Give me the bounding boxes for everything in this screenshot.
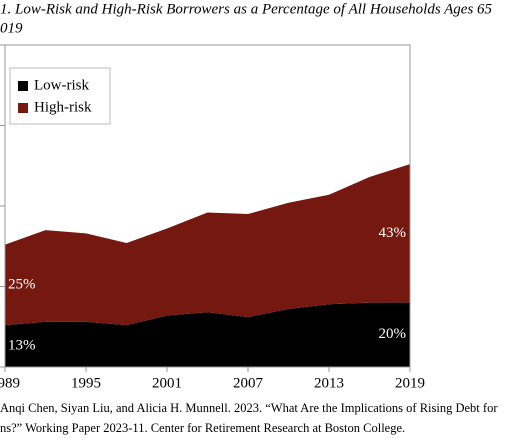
legend-box: [9, 67, 111, 125]
title-line: 1. Low-Risk and High-Risk Borrowers as a…: [0, 1, 493, 17]
title-line: 019: [0, 20, 23, 36]
legend-label: High-risk: [34, 99, 92, 115]
source-line: Anqi Chen, Siyan Liu, and Alicia H. Munn…: [0, 401, 498, 415]
area: [5, 302, 410, 367]
x-tick-label: 2019: [395, 375, 425, 391]
legend-label: Low-risk: [34, 77, 89, 93]
value-label: 20%: [379, 326, 407, 342]
value-label: 43%: [379, 225, 407, 241]
legend: Low-risk High-risk: [9, 67, 111, 125]
value-label: 13%: [8, 338, 36, 354]
legend-swatch: [18, 81, 28, 91]
x-tick-label: 2013: [314, 375, 344, 391]
value-label: 25%: [8, 276, 36, 292]
area: [5, 164, 410, 326]
x-tick-label: 2007: [233, 375, 264, 391]
legend-swatch: [18, 103, 28, 113]
x-tick-label: 1989: [0, 375, 20, 391]
source-line: ns?” Working Paper 2023-11. Center for R…: [0, 421, 405, 435]
x-tick-label: 1995: [71, 375, 101, 391]
x-tick-label: 2001: [152, 375, 182, 391]
